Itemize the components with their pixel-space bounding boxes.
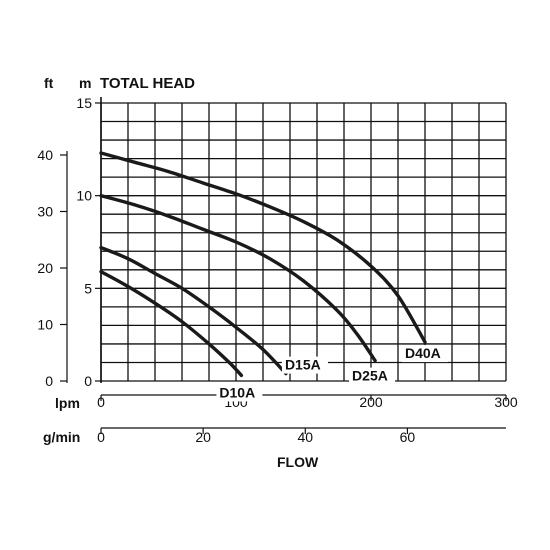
- series-label-d10a: D10A: [219, 384, 255, 400]
- series-label-bg-d15a: [281, 356, 328, 374]
- m-axis-tick-label: 0: [84, 373, 92, 389]
- curve-d15a: [99, 245, 288, 376]
- m-axis-unit-label: m: [79, 75, 91, 91]
- lpm-axis-unit-label: lpm: [55, 395, 80, 411]
- series-labels: D10A D15A D25A D40A: [216, 345, 448, 402]
- series-label-d15a: D15A: [285, 357, 321, 373]
- ft-axis-tick-label: 0: [45, 373, 53, 389]
- curve-d10a: [99, 270, 244, 378]
- m-axis-tick-label: 5: [84, 280, 92, 296]
- ft-axis-tick-label: 10: [37, 316, 53, 332]
- gmin-axis-tick-label: 0: [97, 429, 105, 445]
- ft-axis-tick-label: 40: [37, 147, 53, 163]
- series-label-d25a: D25A: [352, 368, 388, 384]
- series-label-d40a: D40A: [405, 345, 441, 361]
- curve-d25a: [99, 194, 377, 363]
- curve-d40a: [99, 151, 427, 344]
- series-label-bg-d25a: [349, 367, 396, 385]
- chart-title: TOTAL HEAD: [100, 75, 195, 92]
- grid: [100, 102, 507, 382]
- series-label-bg-d40a: [402, 345, 448, 363]
- lpm-axis-tick-label: 0: [97, 394, 105, 410]
- gmin-axis-tick-label: 40: [297, 429, 313, 445]
- series-curves: [99, 151, 427, 378]
- lpm-axis-tick-label: 200: [359, 394, 383, 410]
- ft-axis-unit-label: ft: [44, 75, 54, 91]
- m-axis-tick-label: 10: [76, 188, 92, 204]
- m-axis-tick-label: 15: [76, 95, 92, 111]
- ft-axis-tick-label: 20: [37, 260, 53, 276]
- x-axis-title: FLOW: [277, 454, 319, 470]
- gmin-axis-tick-label: 60: [400, 429, 416, 445]
- gmin-axis-tick-label: 20: [195, 429, 211, 445]
- gmin-axis-unit-label: g/min: [43, 429, 80, 445]
- lpm-axis-tick-label: 300: [494, 394, 518, 410]
- ft-axis-tick-label: 30: [37, 203, 53, 219]
- series-label-bg-d10a: [216, 384, 263, 402]
- axes: [60, 97, 507, 434]
